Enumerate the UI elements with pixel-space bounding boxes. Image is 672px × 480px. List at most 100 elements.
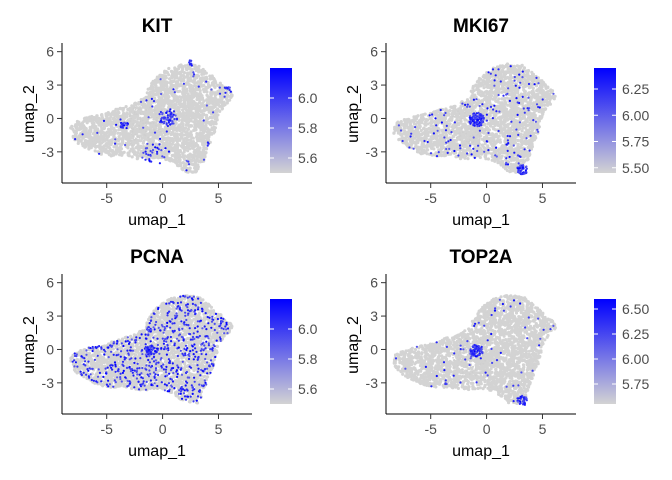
cell-point — [103, 138, 107, 142]
cell-point — [418, 124, 422, 129]
legend-tick-label: 5.8 — [298, 120, 318, 136]
cell-point — [116, 131, 120, 135]
cell-point — [85, 116, 89, 120]
cell-point — [188, 166, 192, 170]
cell-point — [220, 96, 224, 100]
panel-title: MKI67 — [453, 16, 509, 37]
expressing-cell — [123, 124, 126, 127]
expressing-cell — [125, 127, 128, 130]
expressing-cell — [141, 156, 144, 159]
cell-point — [182, 139, 186, 144]
cell-point — [186, 149, 190, 153]
cell-point — [198, 98, 202, 102]
cell-point — [76, 138, 80, 143]
cell-point — [113, 109, 117, 113]
cell-point — [453, 104, 457, 108]
cell-point — [148, 96, 152, 100]
cell-point — [472, 89, 476, 93]
y-tick-label: -3 — [42, 144, 55, 160]
cell-point — [426, 133, 430, 137]
expressing-cell — [121, 122, 124, 125]
cell-point — [177, 83, 181, 87]
cell-point — [411, 119, 415, 123]
cell-point — [441, 129, 445, 134]
cell-point — [185, 111, 189, 115]
expressing-cell — [149, 154, 152, 157]
cell-point — [69, 126, 73, 130]
cell-point — [132, 107, 135, 110]
cell-point — [75, 119, 79, 124]
cell-point — [193, 81, 197, 85]
cell-point — [527, 101, 531, 105]
cell-point — [154, 93, 158, 97]
expressing-cell — [142, 126, 145, 129]
cell-point — [194, 169, 198, 173]
cell-point — [181, 152, 185, 156]
cell-point — [131, 130, 134, 133]
cell-point — [181, 67, 185, 72]
cell-point — [142, 113, 145, 116]
cell-point — [190, 97, 194, 101]
cell-point — [132, 123, 135, 125]
expressing-cell — [156, 146, 159, 149]
cell-point — [178, 89, 182, 93]
cell-point — [410, 137, 415, 141]
cell-point — [173, 136, 177, 140]
cell-point — [139, 118, 142, 120]
expressing-cell — [124, 122, 127, 125]
cell-point — [512, 64, 516, 68]
cell-point — [201, 124, 205, 128]
cell-point — [201, 76, 205, 80]
cell-point — [189, 143, 193, 147]
cell-point — [458, 115, 462, 119]
cell-point — [142, 122, 145, 125]
cell-point — [210, 116, 214, 120]
cell-point — [415, 150, 420, 154]
cell-point — [111, 117, 115, 121]
cell-point — [133, 114, 137, 118]
expressing-cell — [172, 122, 175, 125]
cell-point — [175, 143, 180, 147]
cell-point — [494, 141, 498, 145]
cell-point — [82, 127, 86, 131]
cell-point — [434, 136, 438, 140]
expressing-cell — [206, 141, 209, 144]
cell-point — [159, 123, 161, 126]
expressing-cell — [164, 147, 167, 150]
cell-point — [130, 133, 133, 135]
expressing-cell — [154, 146, 157, 149]
cell-point — [156, 119, 159, 122]
expressing-cell — [210, 88, 213, 91]
cell-point — [477, 139, 481, 143]
cell-point — [207, 135, 211, 139]
cell-point — [186, 97, 190, 101]
cell-point — [202, 143, 206, 147]
cell-point — [173, 93, 177, 97]
cell-point — [112, 153, 116, 157]
cell-point — [176, 106, 181, 110]
cell-point — [523, 159, 527, 163]
expressing-cell — [173, 118, 176, 121]
cell-point — [138, 108, 140, 111]
cell-point — [527, 93, 531, 97]
cell-point — [185, 87, 189, 91]
cell-point — [499, 74, 503, 78]
cell-point — [96, 128, 100, 132]
cell-point — [151, 79, 155, 83]
cell-point — [138, 124, 141, 127]
cell-point — [133, 119, 137, 123]
cell-point — [397, 138, 401, 142]
cell-point — [205, 113, 209, 117]
cell-point — [202, 154, 206, 158]
expressing-cell — [139, 100, 143, 103]
expressing-cell — [169, 113, 172, 116]
cell-point — [192, 150, 196, 154]
cell-point — [98, 119, 102, 123]
cell-point — [426, 148, 430, 152]
expressing-cell — [81, 133, 84, 136]
cell-point — [163, 149, 167, 154]
cell-point — [136, 118, 138, 120]
cell-point — [128, 132, 132, 136]
cell-point — [141, 119, 144, 122]
